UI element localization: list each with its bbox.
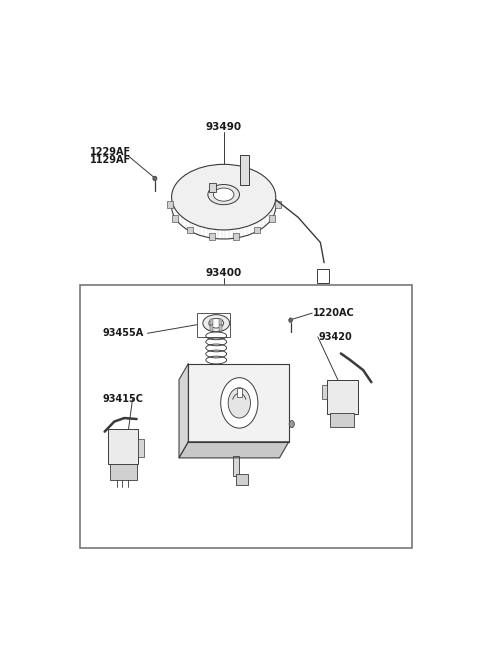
FancyBboxPatch shape [322, 384, 327, 399]
Bar [210, 326, 213, 331]
Text: 93490: 93490 [205, 122, 242, 132]
Ellipse shape [208, 185, 240, 204]
Ellipse shape [172, 164, 276, 230]
Text: 1220AC: 1220AC [313, 308, 355, 318]
Bar [219, 326, 222, 331]
FancyBboxPatch shape [330, 413, 353, 426]
Bar [172, 215, 178, 222]
Ellipse shape [289, 318, 292, 322]
Circle shape [289, 421, 294, 428]
Bar [275, 201, 281, 208]
Bar [188, 364, 289, 441]
Ellipse shape [203, 314, 229, 332]
Ellipse shape [153, 176, 157, 181]
Text: 93400: 93400 [205, 268, 242, 278]
FancyBboxPatch shape [138, 440, 144, 457]
Bar [254, 227, 260, 233]
FancyBboxPatch shape [240, 155, 249, 185]
Ellipse shape [209, 318, 224, 328]
Text: 93420: 93420 [319, 332, 352, 342]
Bar [219, 319, 222, 325]
Text: 93455A: 93455A [103, 328, 144, 338]
Bar [269, 215, 275, 222]
Ellipse shape [214, 188, 234, 201]
FancyBboxPatch shape [327, 380, 359, 414]
Bar [81, 286, 411, 548]
FancyBboxPatch shape [110, 464, 137, 479]
Bar [167, 201, 173, 208]
Bar [187, 227, 193, 233]
Circle shape [228, 388, 251, 418]
Bar [236, 474, 248, 485]
Circle shape [221, 378, 258, 428]
Bar [237, 388, 241, 397]
FancyBboxPatch shape [209, 183, 216, 192]
Text: 1129AF: 1129AF [90, 155, 131, 165]
Bar [210, 319, 213, 325]
Bar [188, 364, 289, 441]
Bar [233, 233, 239, 240]
Polygon shape [179, 441, 289, 458]
Bar [233, 456, 239, 476]
FancyBboxPatch shape [108, 429, 138, 464]
Bar [209, 233, 215, 240]
Text: 1229AF: 1229AF [90, 147, 131, 157]
Text: 93415C: 93415C [103, 394, 144, 404]
Bar [197, 312, 230, 337]
FancyBboxPatch shape [317, 269, 329, 283]
Polygon shape [179, 364, 188, 458]
